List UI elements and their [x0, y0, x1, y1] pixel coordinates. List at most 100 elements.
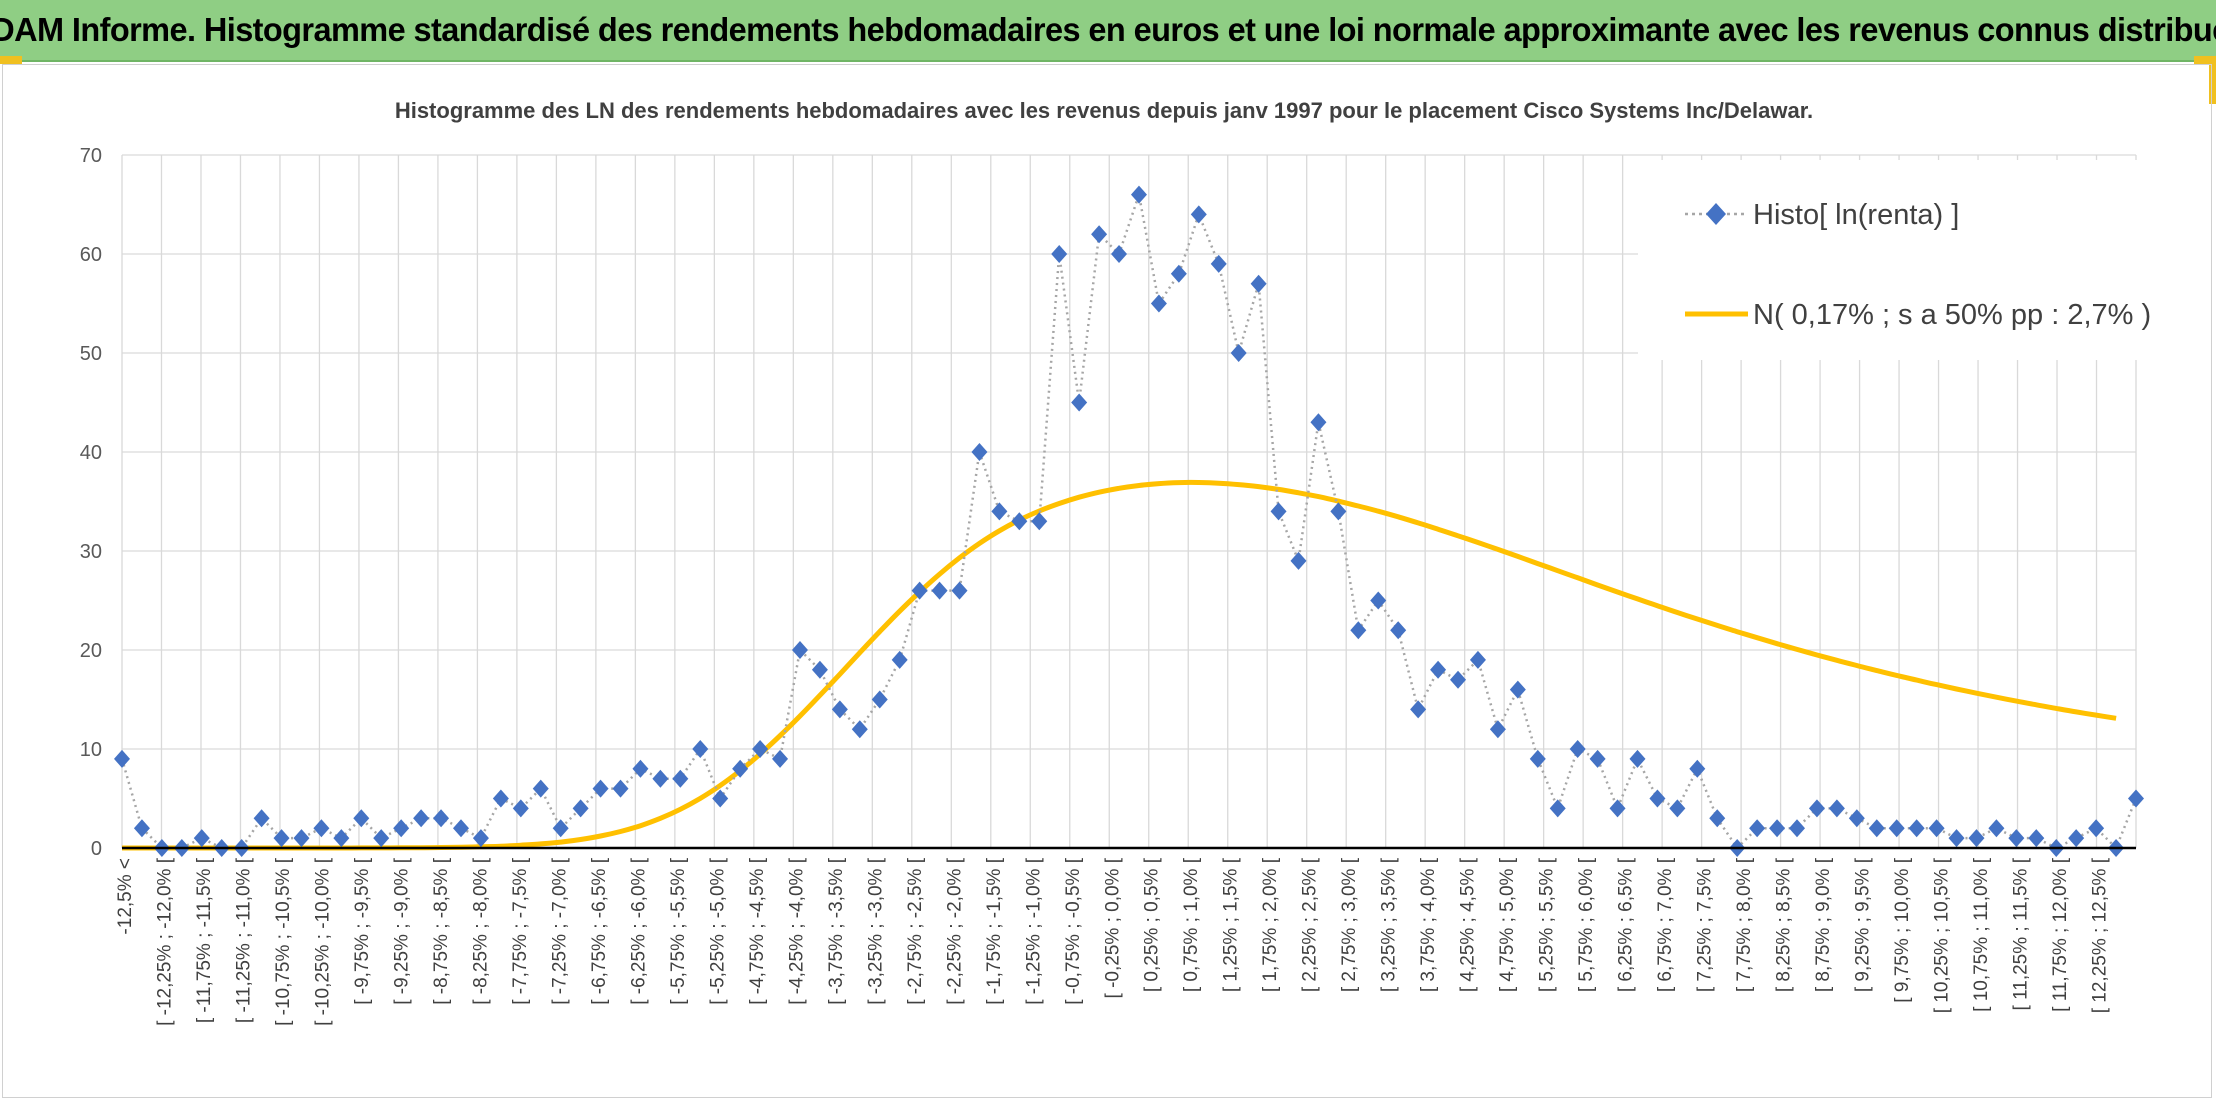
y-tick-label: 40 [80, 442, 102, 464]
x-tick-label: [ 11,75% ; 12,0% [ [2050, 857, 2071, 1012]
histo-point [891, 650, 908, 669]
histo-point [1749, 819, 1766, 838]
x-tick-label: [ 2,25% ; 2,5% [ [1300, 857, 1321, 992]
histo-point [692, 740, 709, 758]
x-tick-label: [ -9,25% ; -9,0% [ [391, 857, 412, 1005]
histo-point [672, 769, 689, 788]
histo-point [1689, 759, 1706, 778]
x-tick-label: [ 0,75% ; 1,0% [ [1181, 857, 1202, 992]
x-tick-label: [ -10,75% ; -10,5% [ [273, 857, 294, 1026]
x-tick-label: -12,5% < [115, 858, 136, 935]
histo-point [1011, 512, 1028, 531]
histogram-chart: Histogramme des LN des rendements hebdom… [80, 98, 2208, 1026]
histo-point [313, 819, 330, 838]
histo-point [1769, 819, 1786, 838]
histo-point [512, 799, 529, 818]
histo-point [1250, 274, 1267, 293]
histo-point [851, 720, 868, 739]
histo-point [293, 829, 310, 848]
histo-point [1629, 749, 1646, 768]
histo-point [632, 759, 649, 778]
histo-point [1789, 819, 1806, 838]
x-tick-label: [ -5,25% ; -5,0% [ [707, 857, 728, 1005]
y-tick-label: 0 [91, 838, 102, 860]
histo-point [831, 700, 848, 719]
histo-point [1071, 393, 1088, 412]
histo-point [273, 829, 290, 848]
x-axis-ticks: -12,5% < [ -12,25% ; -12,0% [[ -11,75% ; … [115, 857, 2111, 1026]
x-tick-label: [ 0,25% ; 0,5% [ [1142, 857, 1163, 992]
histo-point [433, 809, 450, 828]
histo-point [752, 740, 769, 758]
histo-point [1828, 799, 1845, 818]
histo-point [772, 749, 789, 768]
x-tick-label: [ -2,75% ; -2,5% [ [905, 857, 926, 1005]
x-tick-label: [ -8,25% ; -8,0% [ [470, 857, 491, 1005]
x-tick-label: [ 12,25% ; 12,5% [ [2090, 857, 2111, 1013]
x-tick-label: [ -7,25% ; -7,0% [ [549, 857, 570, 1005]
histo-point [413, 809, 430, 828]
histo-point [1709, 809, 1726, 828]
accent-corner-right [2194, 56, 2216, 64]
histo-point [931, 581, 948, 600]
histo-point [373, 829, 390, 848]
histo-point [572, 799, 589, 818]
legend-histo-label: Histo[ ln(renta) ] [1753, 199, 1959, 231]
x-tick-label: [ 2,75% ; 3,0% [ [1339, 857, 1360, 992]
histo-point [393, 819, 410, 838]
histo-point [2068, 829, 2085, 848]
histo-point [1031, 512, 1048, 531]
histo-point [1948, 829, 1965, 848]
histo-point [1091, 225, 1108, 244]
x-tick-label: [ 1,75% ; 2,0% [ [1260, 857, 1281, 992]
x-tick-label: [ 4,75% ; 5,0% [ [1497, 857, 1518, 992]
legend-histo-marker [1706, 203, 1726, 225]
histo-point [1908, 819, 1925, 838]
histo-point [1170, 264, 1187, 283]
x-tick-label: [ -6,25% ; -6,0% [ [628, 857, 649, 1005]
x-tick-label: [ -4,75% ; -4,5% [ [747, 857, 768, 1005]
histo-point [1968, 829, 1985, 848]
x-tick-label: [ -1,25% ; -1,0% [ [1023, 857, 1044, 1005]
x-tick-label: [ -1,75% ; -1,5% [ [984, 857, 1005, 1005]
y-tick-label: 10 [80, 739, 102, 761]
histo-point [114, 749, 130, 768]
histo-point [253, 809, 270, 828]
histo-point [1410, 700, 1427, 719]
histo-point [911, 581, 928, 600]
report-title: ADAM Informe. Histogramme standardisé de… [0, 11, 2216, 48]
x-tick-label: [ -0,25% ; 0,0% [ [1102, 857, 1123, 998]
histo-point [1430, 660, 1447, 679]
histo-point [1649, 789, 1666, 808]
x-tick-label: [ 8,75% ; 9,0% [ [1813, 857, 1834, 992]
legend-background [1638, 160, 2208, 360]
x-tick-label: [ 6,25% ; 6,5% [ [1616, 857, 1637, 992]
histo-point [1848, 809, 1865, 828]
histo-point [193, 829, 210, 848]
y-tick-label: 30 [80, 541, 102, 563]
x-tick-label: [ 9,25% ; 9,5% [ [1853, 857, 1874, 992]
histo-series [114, 185, 2144, 857]
histo-point [492, 789, 509, 808]
histo-point [1370, 591, 1387, 610]
x-tick-label: [ 10,75% ; 11,0% [ [1971, 857, 1992, 1012]
x-tick-label: [ 4,25% ; 4,5% [ [1458, 857, 1479, 992]
x-tick-label: [ -8,75% ; -8,5% [ [431, 857, 452, 1005]
x-tick-label: [ 9,75% ; 10,0% [ [1892, 857, 1913, 1002]
x-tick-label: [ -11,25% ; -11,0% [ [233, 857, 254, 1023]
histo-point [1210, 254, 1227, 273]
normal-curve [122, 479, 2117, 851]
histo-point [732, 759, 749, 778]
x-tick-label: [ -4,25% ; -4,0% [ [786, 857, 807, 1005]
normal-series [122, 479, 2117, 851]
histo-point [1589, 749, 1606, 768]
histo-point [353, 809, 370, 828]
histo-point [1111, 245, 1128, 263]
histo-point [1489, 720, 1506, 739]
x-tick-label: [ 7,25% ; 7,5% [ [1695, 857, 1716, 992]
histo-point [1130, 185, 1147, 204]
x-tick-label: [ 11,25% ; 11,5% [ [2011, 857, 2032, 1010]
histo-point [1569, 740, 1586, 758]
histo-point [552, 819, 569, 838]
histo-point [1509, 680, 1526, 699]
